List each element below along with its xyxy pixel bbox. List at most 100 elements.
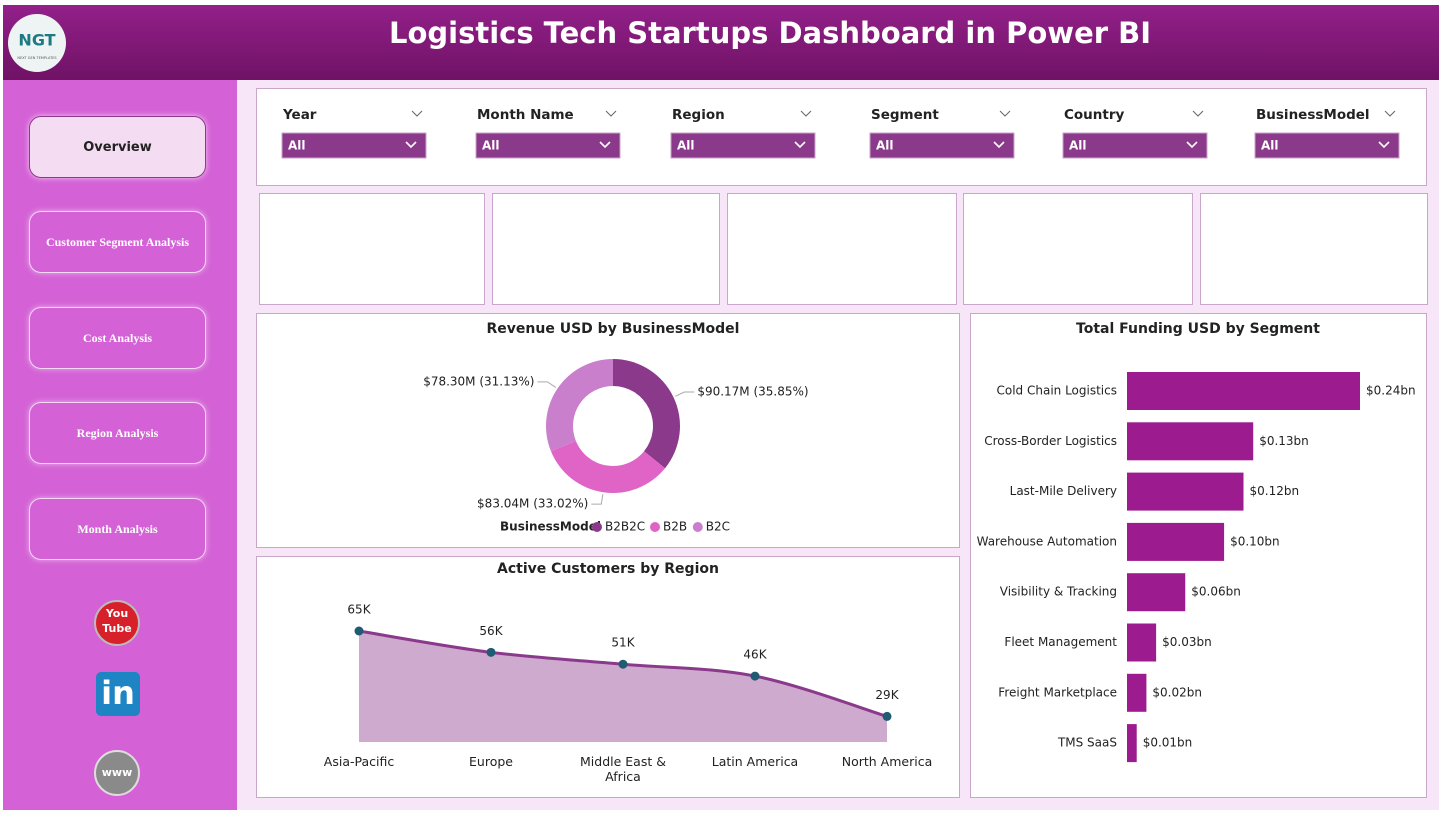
chevron	[1384, 110, 1396, 117]
x-tick-label: Europe	[469, 754, 513, 769]
chevron	[1186, 141, 1198, 149]
data-label: 56K	[479, 624, 503, 638]
y-tick-label: Warehouse Automation	[977, 534, 1117, 548]
legend-swatch	[650, 522, 660, 532]
filter-dropdown[interactable]	[1062, 132, 1208, 159]
filter-label: Segment	[871, 107, 939, 123]
donut-slice	[613, 359, 681, 469]
filter-value: All	[677, 139, 695, 153]
chevron	[794, 141, 806, 149]
linkedin-text: in	[101, 674, 135, 712]
chevron	[999, 110, 1011, 117]
kpi-card	[259, 193, 485, 305]
nav-button[interactable]: Overview	[29, 116, 206, 178]
logo	[8, 14, 66, 72]
filter-value: All	[288, 139, 306, 153]
x-tick-label: Latin America	[711, 754, 799, 769]
point-marker	[882, 711, 892, 721]
x-tick-label: Middle East & Africa	[580, 754, 666, 784]
filter-label: Country	[1064, 107, 1125, 123]
kpi-card	[1200, 193, 1428, 305]
x-tick-label: North America	[841, 754, 933, 769]
y-tick-label: TMS SaaS	[1057, 736, 1117, 750]
chart-title: Total Funding USD by Segment	[1076, 321, 1320, 337]
y-tick-label: Cold Chain Logistics	[997, 384, 1118, 398]
leader-line	[537, 381, 557, 388]
data-label: 65K	[347, 603, 371, 617]
chevron	[1378, 141, 1390, 149]
nav-button[interactable]: Customer Segment Analysis	[29, 211, 206, 273]
legend-swatch	[692, 522, 703, 532]
bar	[1127, 472, 1244, 511]
youtube-icon	[94, 600, 140, 646]
data-label: $0.12bn	[1250, 484, 1300, 498]
header-bar	[3, 5, 1439, 80]
data-label: $0.10bn	[1230, 534, 1280, 548]
filter-label: BusinessModel	[1256, 107, 1370, 123]
filter-dropdown[interactable]	[670, 132, 816, 159]
youtube-text: You	[105, 607, 128, 620]
chart-title: Active Customers by Region	[497, 561, 719, 577]
y-tick-label: Fleet Management	[1004, 635, 1117, 649]
y-tick-label: Last-Mile Delivery	[1010, 484, 1117, 498]
bar	[1127, 573, 1186, 612]
page-title: Logistics Tech Startups Dashboard in Pow…	[388, 16, 1152, 50]
filter-value: All	[482, 139, 500, 153]
legend-label: B2B	[663, 520, 687, 534]
bar	[1127, 422, 1254, 461]
data-label: $90.17M (35.85%)	[697, 385, 808, 399]
filter-dropdown[interactable]	[475, 132, 621, 159]
chevron	[800, 110, 812, 117]
data-label: 51K	[611, 636, 635, 650]
filter-label: Year	[282, 107, 317, 123]
web-icon	[94, 750, 140, 796]
filter-dropdown[interactable]	[1254, 132, 1400, 159]
linkedin-icon	[96, 672, 140, 716]
data-label: $0.03bn	[1162, 635, 1212, 649]
data-label: 46K	[743, 648, 767, 662]
chevron	[1192, 110, 1204, 117]
filter-value: All	[1069, 139, 1087, 153]
chart-title: Revenue USD by BusinessModel	[487, 321, 740, 337]
x-tick-label: Asia-Pacific	[323, 754, 395, 769]
logo-text: NGT	[18, 31, 55, 50]
bar	[1127, 522, 1225, 561]
chevron	[993, 141, 1005, 149]
leader-line	[675, 391, 695, 397]
web-text: www	[102, 766, 133, 779]
filter-label: Region	[672, 107, 725, 123]
kpi-card	[727, 193, 957, 305]
filter-panel	[256, 88, 1427, 186]
kpi-card	[492, 193, 720, 305]
y-tick-label: Freight Marketplace	[998, 685, 1117, 699]
bar	[1127, 623, 1157, 662]
point-marker	[486, 647, 496, 657]
bar	[1127, 724, 1137, 763]
filter-dropdown[interactable]	[869, 132, 1015, 159]
nav-button[interactable]: Cost Analysis	[29, 307, 206, 369]
nav-button[interactable]: Month Analysis	[29, 498, 206, 560]
chevron	[605, 110, 617, 117]
leader-line	[591, 494, 604, 505]
legend-title: BusinessModel	[500, 520, 601, 534]
bar	[1127, 673, 1147, 712]
chevron	[405, 141, 417, 149]
logo-subtext: NEXT GEN TEMPLATES	[17, 56, 57, 60]
data-label: 29K	[875, 688, 899, 702]
point-marker	[750, 671, 760, 681]
filter-dropdown[interactable]	[281, 132, 427, 159]
data-label: $0.06bn	[1191, 585, 1241, 599]
legend-swatch	[592, 522, 602, 532]
donut-slice	[545, 358, 613, 452]
filter-label: Month Name	[477, 107, 574, 123]
nav-button[interactable]: Region Analysis	[29, 402, 206, 464]
point-marker	[618, 659, 628, 669]
filter-value: All	[876, 139, 894, 153]
legend-label: B2B2C	[605, 520, 645, 534]
chevron	[599, 141, 611, 149]
chevron	[411, 110, 423, 117]
chart-panel	[256, 313, 960, 548]
data-label: $0.13bn	[1259, 434, 1309, 448]
